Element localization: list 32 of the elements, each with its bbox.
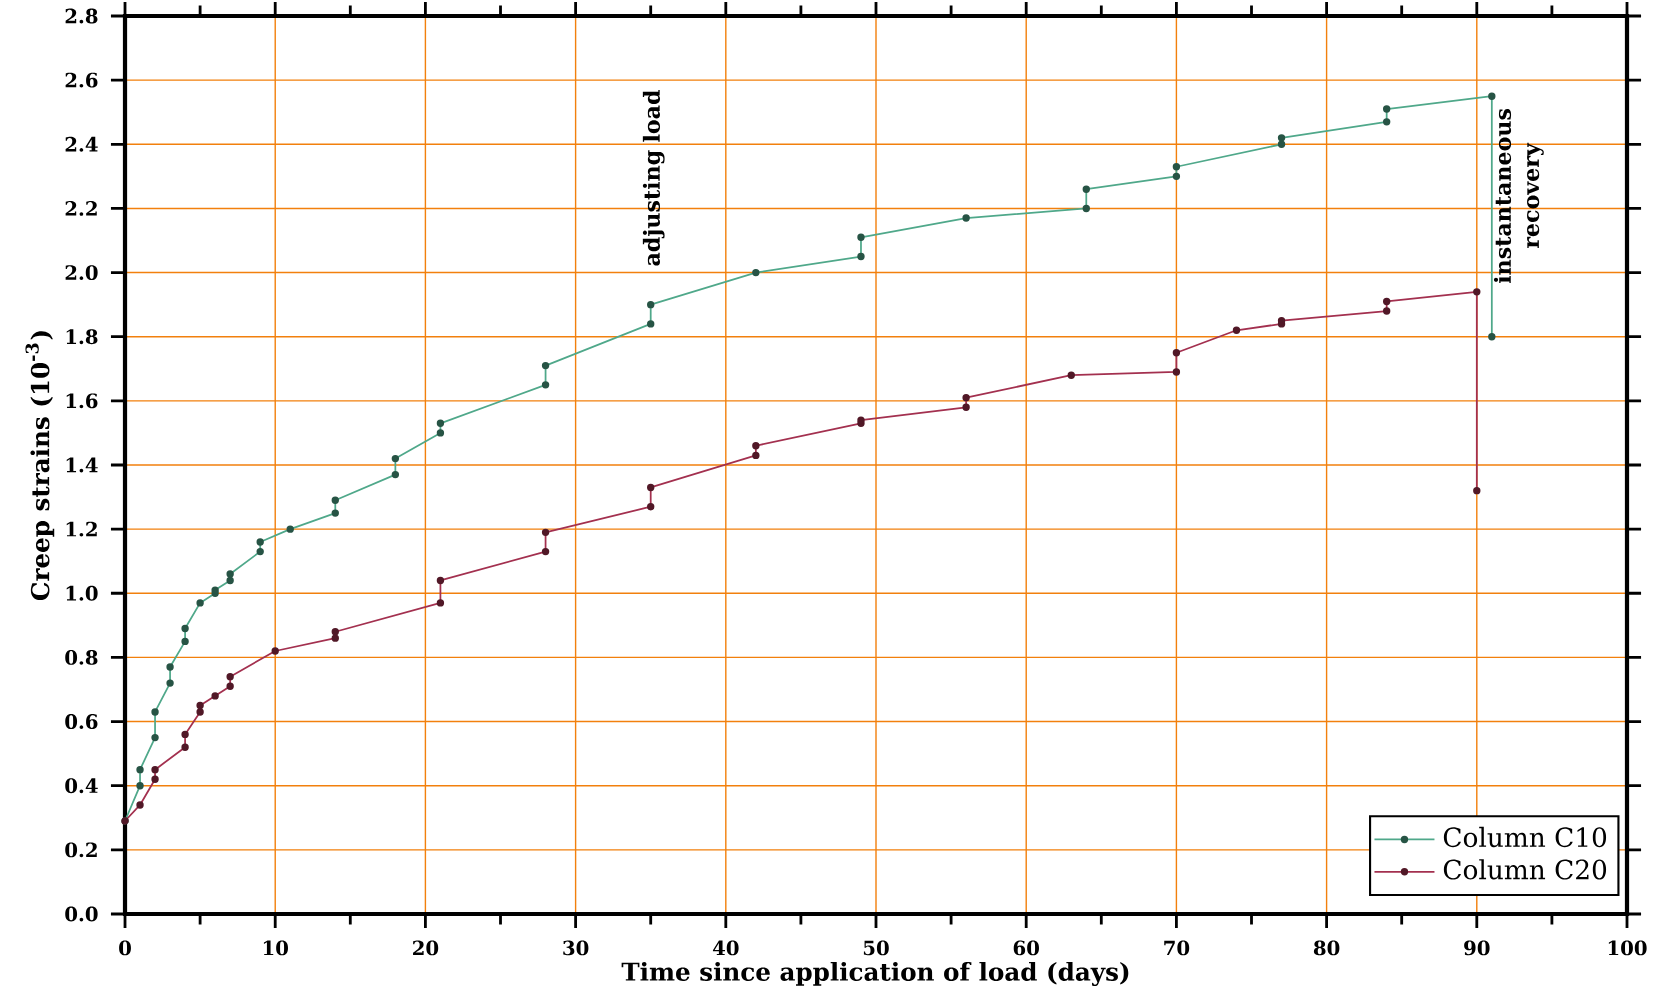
legend-label: Column C10 [1443, 826, 1607, 848]
y-tick-label: 2.6 [65, 72, 98, 88]
x-tick-label: 50 [863, 940, 889, 956]
y-axis-title: Creep strains (10$^{-3}$) [25, 331, 55, 601]
y-tick-label: 0.6 [65, 714, 98, 729]
y-tick-label: 1.4 [66, 457, 98, 473]
y-tick-label: 2.8 [65, 8, 98, 24]
x-tick-label: 80 [1313, 940, 1340, 956]
y-tick-label: 1.8 [66, 329, 98, 345]
y-tick-label: 2.2 [65, 200, 97, 216]
annotation: instantaneous recovery [1493, 108, 1544, 284]
annotation: adjusting load [642, 89, 665, 266]
y-tick-label: 1.2 [66, 521, 97, 537]
y-tick-label: 0.0 [65, 906, 98, 922]
y-tick-label: 2.0 [65, 265, 98, 281]
x-tick-label: 0 [119, 940, 131, 956]
x-tick-label: 100 [1608, 940, 1647, 956]
x-tick-label: 10 [263, 940, 288, 956]
y-tick-label: 1.0 [66, 585, 98, 601]
legend-label: Column C20 [1443, 859, 1607, 880]
y-tick-label: 0.4 [65, 778, 98, 794]
y-tick-label: 0.8 [65, 649, 98, 665]
x-tick-label: 40 [712, 940, 739, 956]
x-tick-label: 60 [1013, 940, 1039, 956]
x-tick-label: 20 [413, 940, 439, 956]
x-tick-label: 70 [1164, 940, 1190, 956]
y-tick-label: 0.2 [65, 842, 97, 858]
x-tick-label: 90 [1464, 940, 1490, 956]
x-tick-label: 30 [563, 940, 589, 956]
y-tick-label: 2.4 [65, 136, 98, 152]
y-tick-label: 1.6 [66, 393, 98, 409]
x-axis-title: Time since application of load (days) [621, 961, 1129, 987]
